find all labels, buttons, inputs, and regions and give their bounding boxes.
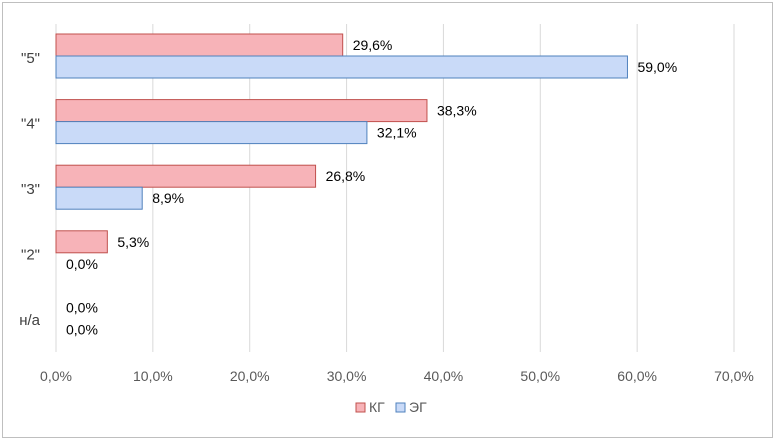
category-label: "3" bbox=[21, 181, 40, 198]
x-tick-label: 70,0% bbox=[714, 368, 754, 384]
data-label: 0,0% bbox=[66, 299, 98, 315]
category-label: н/а bbox=[19, 312, 40, 329]
data-labels: 29,6% 59,0% 38,3% 32,1% 26,8% 8,9% 5,3% 0,0% 0,0… bbox=[66, 37, 677, 337]
bar-kg bbox=[55, 230, 108, 254]
bars bbox=[55, 33, 628, 254]
legend-swatch bbox=[395, 402, 406, 413]
data-label: 8,9% bbox=[152, 190, 184, 206]
data-label: 32,1% bbox=[377, 125, 417, 141]
bar-eg bbox=[55, 186, 143, 210]
x-tick-label: 10,0% bbox=[133, 368, 173, 384]
x-tick-labels: 0,0% 10,0% 20,0% 30,0% 40,0% 50,0% 60,0% 70,0% bbox=[40, 368, 754, 384]
data-label: 29,6% bbox=[353, 37, 393, 53]
bar-kg bbox=[55, 164, 317, 188]
x-tick-label: 40,0% bbox=[424, 368, 464, 384]
data-label: 5,3% bbox=[117, 234, 149, 250]
data-label: 0,0% bbox=[66, 256, 98, 272]
data-label: 0,0% bbox=[66, 321, 98, 337]
x-tick-label: 20,0% bbox=[230, 368, 270, 384]
bar-eg bbox=[55, 121, 368, 145]
category-label: "5" bbox=[21, 50, 40, 67]
x-tick-label: 60,0% bbox=[617, 368, 657, 384]
legend: КГ ЭГ bbox=[355, 399, 427, 415]
category-label: "4" bbox=[21, 115, 40, 132]
bar-kg bbox=[55, 33, 344, 57]
bar-kg bbox=[55, 99, 428, 123]
data-label: 59,0% bbox=[637, 59, 677, 75]
x-tick-label: 50,0% bbox=[520, 368, 560, 384]
bar-eg bbox=[55, 55, 628, 79]
x-tick-label: 30,0% bbox=[327, 368, 367, 384]
legend-label: ЭГ bbox=[409, 399, 427, 415]
data-label: 26,8% bbox=[326, 168, 366, 184]
data-label: 38,3% bbox=[437, 103, 477, 119]
x-tick-label: 0,0% bbox=[40, 368, 72, 384]
legend-label: КГ bbox=[369, 399, 385, 415]
legend-swatch bbox=[355, 402, 366, 413]
category-label: "2" bbox=[21, 247, 40, 264]
category-labels: "5" "4" "3" "2" н/а bbox=[19, 50, 40, 329]
